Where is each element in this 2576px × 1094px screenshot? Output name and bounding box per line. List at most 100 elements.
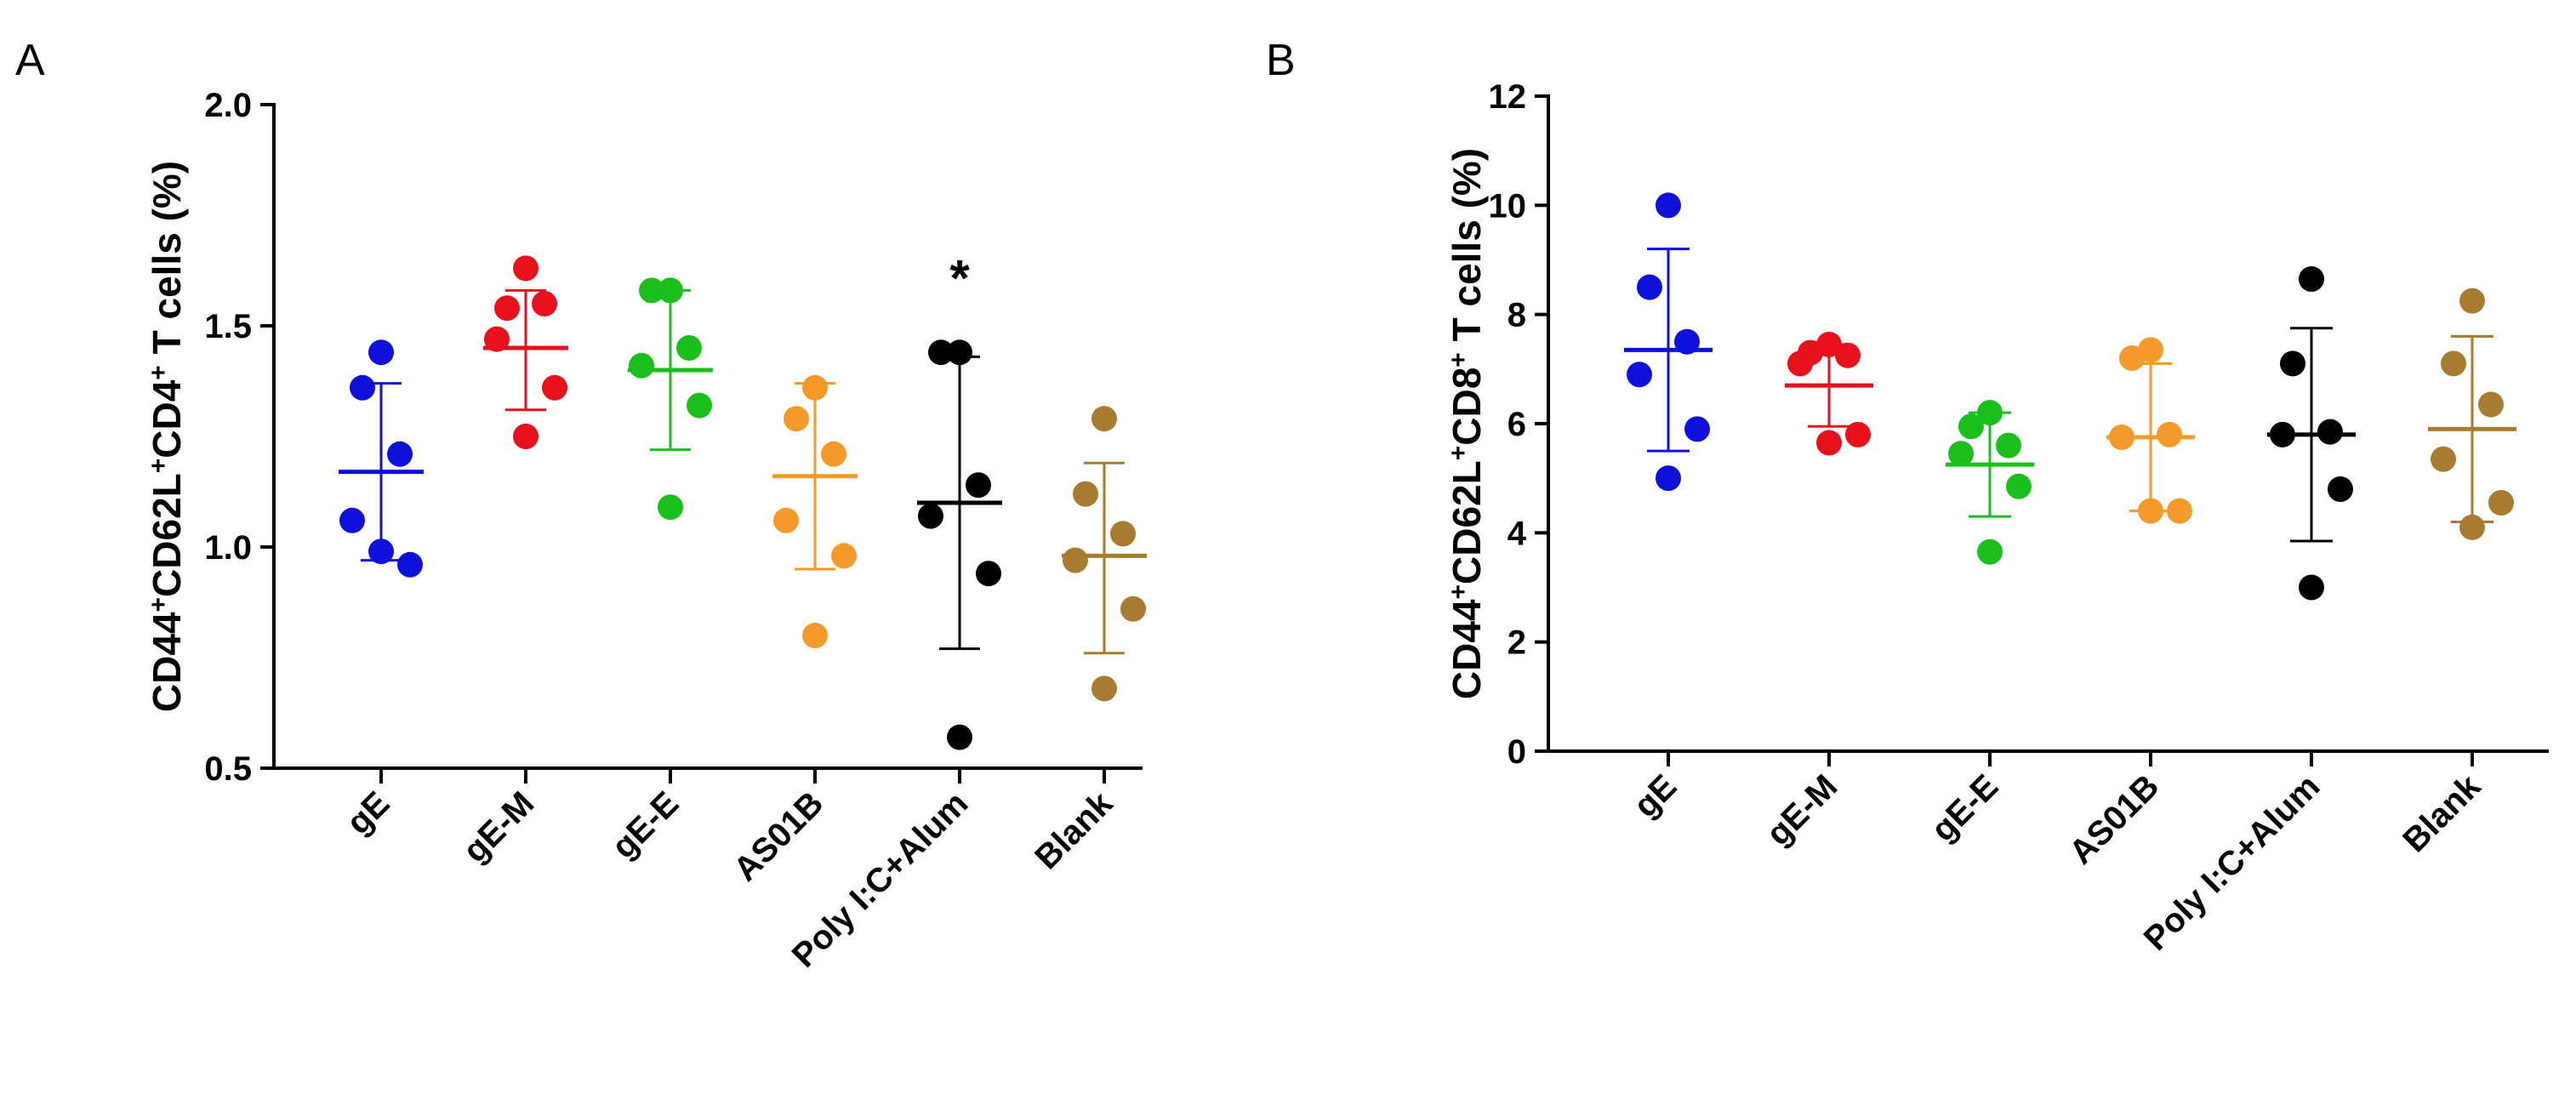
data-point	[1656, 192, 1681, 219]
data-point	[1073, 481, 1098, 507]
data-point	[1091, 406, 1117, 432]
panel-label-b: B	[1266, 36, 1296, 85]
data-point	[2441, 350, 2466, 377]
data-point	[2280, 350, 2305, 377]
data-point	[1835, 342, 1861, 368]
data-point	[2006, 473, 2032, 499]
y-axis-label-text: CD8	[1445, 368, 1489, 446]
y-tick-label: 8	[1507, 297, 1526, 334]
data-point	[1656, 465, 1681, 492]
data-point	[639, 277, 664, 304]
data-point	[2431, 446, 2456, 472]
x-tick-label: AS01B	[2062, 767, 2166, 871]
data-point	[1958, 413, 1984, 440]
x-tick-label: gE-E	[605, 784, 687, 866]
data-point	[687, 392, 712, 419]
y-axis-label-text: CD4	[145, 379, 189, 458]
panel-label-a: A	[15, 36, 45, 85]
data-point	[2478, 391, 2504, 418]
data-point	[2119, 345, 2145, 371]
data-point	[387, 441, 413, 467]
x-tick-label: gE-M	[456, 784, 541, 869]
data-point	[966, 472, 991, 499]
y-tick-label: 2.0	[204, 87, 252, 124]
data-point	[928, 339, 954, 366]
y-axis-label-superscript: +	[145, 365, 173, 380]
data-point	[802, 623, 828, 648]
y-tick-label: 2	[1507, 624, 1526, 662]
x-tick-label: Blank	[1028, 784, 1120, 877]
y-tick-label: 1.5	[204, 308, 252, 345]
data-point	[1948, 441, 1974, 467]
data-point	[676, 335, 702, 361]
data-point	[368, 339, 394, 366]
y-tick-label: 12	[1489, 78, 1527, 116]
data-point	[2317, 419, 2343, 445]
x-tick-label: gE	[339, 784, 396, 841]
data-point	[1063, 547, 1088, 573]
y-axis-label-superscript: +	[1445, 352, 1473, 368]
data-point	[1977, 400, 2003, 426]
y-tick-label: 0	[1507, 733, 1526, 771]
x-tick-label: Blank	[2396, 767, 2488, 860]
x-tick-label: AS01B	[727, 784, 830, 888]
y-axis-label-superscript: +	[145, 459, 173, 474]
data-point	[2167, 498, 2192, 524]
data-point	[831, 543, 857, 569]
x-tick-label: gE-E	[1924, 767, 2006, 849]
data-point	[773, 507, 799, 533]
data-point	[1787, 350, 1813, 377]
data-point	[1684, 416, 1710, 442]
y-axis-label-superscript: +	[145, 597, 173, 613]
data-point	[494, 295, 520, 322]
data-point	[658, 494, 683, 521]
data-point	[532, 291, 557, 316]
data-point	[513, 255, 539, 282]
data-point	[339, 507, 365, 533]
data-point	[1091, 675, 1117, 702]
data-point	[1816, 430, 1842, 456]
data-point	[918, 503, 943, 529]
data-point	[1845, 421, 1871, 447]
data-point	[947, 724, 972, 750]
y-tick-label: 1.0	[204, 529, 252, 567]
significance-annotation: *	[949, 249, 970, 306]
y-axis-label-text: CD44	[145, 612, 189, 712]
y-axis-label-text: CD44	[1445, 599, 1489, 699]
data-point	[1977, 538, 2003, 565]
data-point	[947, 339, 972, 366]
y-tick-label: 0.5	[204, 750, 252, 788]
data-point	[350, 374, 375, 401]
data-point	[2157, 421, 2182, 447]
y-tick-label: 10	[1489, 187, 1527, 225]
data-point	[821, 441, 846, 467]
data-point	[2328, 476, 2353, 502]
data-point	[1996, 432, 2021, 459]
data-point	[1110, 521, 1136, 547]
y-axis-label-text: T cells (%)	[1445, 148, 1489, 352]
data-point	[2299, 574, 2324, 601]
data-point	[2459, 288, 2485, 314]
data-point	[629, 352, 654, 379]
y-axis-label-text: CD62L	[1445, 460, 1489, 584]
y-tick-label: 4	[1507, 515, 1527, 552]
data-point	[513, 424, 539, 449]
data-point	[2488, 490, 2514, 516]
data-point	[2299, 265, 2324, 292]
y-axis-label: CD44+CD62L+CD8+ T cells (%)	[1445, 148, 1490, 699]
y-axis-label-text: CD62L	[145, 473, 189, 597]
x-tick-label: gE	[1627, 767, 1684, 824]
data-point	[368, 538, 394, 565]
y-axis-label-superscript: +	[1445, 446, 1473, 461]
data-point	[784, 406, 809, 432]
y-axis-label-text: T cells (%)	[145, 161, 189, 365]
y-axis-label: CD44+CD62L+CD4+ T cells (%)	[145, 161, 190, 712]
x-tick-label: gE-M	[1759, 767, 1844, 852]
data-point	[658, 277, 683, 304]
data-point	[976, 561, 1001, 587]
data-point	[2138, 498, 2163, 524]
data-point	[484, 326, 510, 352]
